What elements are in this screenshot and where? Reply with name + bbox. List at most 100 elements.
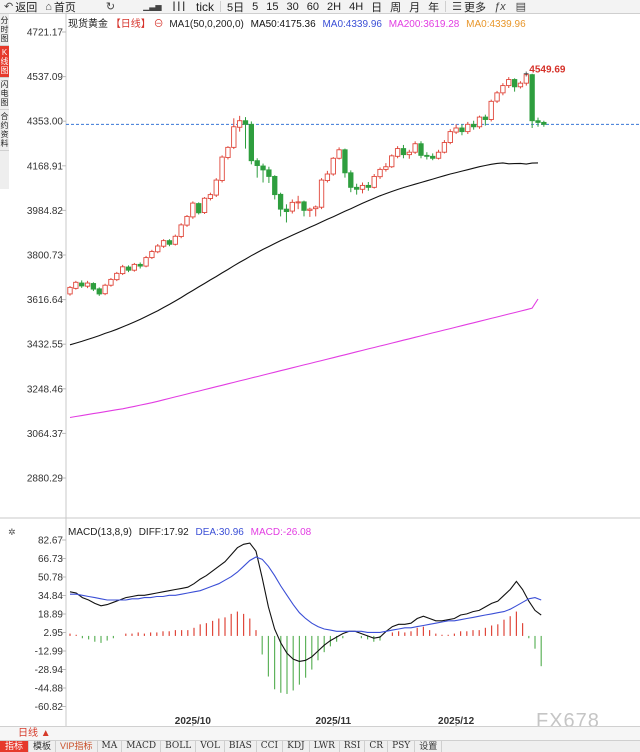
dea-series xyxy=(70,556,542,633)
info-line: 现货黄金 【日线】 ⊖ MA1(50,0,200,0) MA50:4175.36… xyxy=(68,17,526,30)
tick-button[interactable]: tick xyxy=(196,0,215,14)
macd-settings-icon[interactable]: ✲ xyxy=(8,527,16,537)
candle-up xyxy=(465,123,471,133)
tab-kdj[interactable]: KDJ xyxy=(283,741,310,752)
candle-up xyxy=(318,179,325,208)
candle-up xyxy=(102,284,108,295)
macd-tick-label: 34.84 xyxy=(38,591,63,602)
period-month-button[interactable]: 月 xyxy=(409,1,421,14)
candle-down xyxy=(254,160,260,166)
price-tick-label: 4537.09 xyxy=(27,72,64,83)
tab-ma[interactable]: MA xyxy=(98,741,123,752)
high-marker-icon: + xyxy=(523,70,529,81)
more-button[interactable]: ☰ 更多 xyxy=(448,0,490,14)
candle-down xyxy=(272,175,278,196)
candle-down xyxy=(137,263,143,267)
collapse-button[interactable]: ▤ xyxy=(512,0,532,14)
candle-up xyxy=(67,286,73,295)
formula-button[interactable]: ƒx xyxy=(490,0,512,14)
ma50-value: MA50:4175.36 xyxy=(251,19,316,30)
bar-chart-button[interactable]: ▁▃▅ xyxy=(139,0,167,14)
tab-rsi[interactable]: RSI xyxy=(340,741,366,752)
chart-canvas[interactable]: 现货黄金 【日线】 ⊖ MA1(50,0,200,0) MA50:4175.36… xyxy=(0,14,640,726)
candle-down xyxy=(471,123,477,128)
price-tick-label: 3984.82 xyxy=(27,206,64,217)
date-tick-label: 2025/11 xyxy=(315,716,351,726)
tab-cr[interactable]: CR xyxy=(365,741,389,752)
candle-up xyxy=(201,197,208,213)
candlestick-icon: ┃┃┃ xyxy=(171,2,187,11)
period-5m-button[interactable]: 5 xyxy=(252,0,259,13)
period-week-button[interactable]: 周 xyxy=(390,1,402,14)
period-year-button[interactable]: 年 xyxy=(428,1,440,14)
candle-down xyxy=(277,193,284,210)
candle-down xyxy=(125,266,132,271)
tab-lwr[interactable]: LWR xyxy=(310,741,340,752)
period-30m-button[interactable]: 30 xyxy=(286,0,299,13)
period-5d-button[interactable]: 5日 xyxy=(227,1,245,14)
candle-up xyxy=(377,168,383,178)
candle-down xyxy=(400,148,407,156)
period-60m-button[interactable]: 60 xyxy=(306,0,320,13)
candle-up xyxy=(517,82,524,88)
candle-up xyxy=(149,251,155,259)
macd-tick-label: 82.67 xyxy=(38,536,63,547)
candle-up xyxy=(213,179,219,196)
candle-down xyxy=(266,169,272,177)
period-15m-button[interactable]: 15 xyxy=(266,0,279,13)
tab-cci[interactable]: CCI xyxy=(257,741,284,752)
tab-boll[interactable]: BOLL xyxy=(161,741,197,752)
period-4h-button[interactable]: 4H xyxy=(349,0,364,13)
tab-settings[interactable]: 设置 xyxy=(415,741,443,752)
candle-up xyxy=(289,201,295,212)
candle-up xyxy=(412,143,418,153)
ma200-line xyxy=(69,298,539,419)
macd-tick-label: -44.88 xyxy=(35,683,64,694)
period-day-button[interactable]: 日 xyxy=(371,1,383,14)
candle-up xyxy=(155,245,161,253)
candle-down xyxy=(79,282,85,287)
tab-kline[interactable]: K线图 xyxy=(0,46,9,78)
back-label: 返回 xyxy=(15,1,38,14)
divider xyxy=(220,1,222,12)
macd-dea-value: DEA:30.96 xyxy=(196,527,245,538)
indicator-tabs: 指标 模板 VIP指标 MA MACD BOLL VOL BIAS CCI KD… xyxy=(0,740,640,752)
ma200-series xyxy=(69,298,539,419)
candle-up xyxy=(476,116,483,128)
macd-tick-label: -12.99 xyxy=(35,646,64,657)
tab-indicators[interactable]: 指标 xyxy=(0,741,30,752)
tab-bias[interactable]: BIAS xyxy=(225,741,257,752)
candle-up xyxy=(84,282,91,287)
tab-vip-indicators[interactable]: VIP指标 xyxy=(56,741,98,752)
price-axis: 4721.17 4537.09 4353.00 4168.91 3984.82 3800.… xyxy=(27,28,66,485)
tab-contract-info[interactable]: 合约资料 xyxy=(0,110,9,151)
refresh-icon: ↻ xyxy=(105,1,116,13)
formula-icon: ƒx xyxy=(494,0,506,13)
candle-down xyxy=(90,283,97,290)
back-button[interactable]: ↶ 返回 xyxy=(0,0,41,14)
tab-macd[interactable]: MACD xyxy=(122,741,162,752)
candle-up xyxy=(435,151,442,159)
price-tick-label: 4168.91 xyxy=(27,161,64,172)
period-select[interactable]: 日线 ▲ xyxy=(18,727,51,741)
candle-down xyxy=(342,149,348,174)
tab-timeshare[interactable]: 分时图 xyxy=(0,14,9,46)
tab-vol[interactable]: VOL xyxy=(196,741,225,752)
period-2h-button[interactable]: 2H xyxy=(327,0,342,13)
tab-template[interactable]: 模板 xyxy=(29,741,57,752)
candle-up xyxy=(488,100,494,120)
macd-hist-value: MACD:-26.08 xyxy=(251,527,312,538)
candlestick-button[interactable]: ┃┃┃ xyxy=(168,0,192,14)
candle-up xyxy=(523,74,529,84)
candle-up xyxy=(494,92,500,102)
candle-up xyxy=(394,148,401,157)
macd-histogram xyxy=(69,611,542,694)
macd-tick-label: 66.73 xyxy=(38,554,63,565)
tab-psy[interactable]: PSY xyxy=(388,741,416,752)
candle-up xyxy=(371,175,377,188)
tab-flash[interactable]: 闪电图 xyxy=(0,78,9,110)
candle-down xyxy=(283,208,290,213)
home-button[interactable]: ⌂ 首页 xyxy=(41,0,80,14)
refresh-button[interactable]: ↻ xyxy=(102,0,121,14)
ma50-line xyxy=(69,162,539,346)
